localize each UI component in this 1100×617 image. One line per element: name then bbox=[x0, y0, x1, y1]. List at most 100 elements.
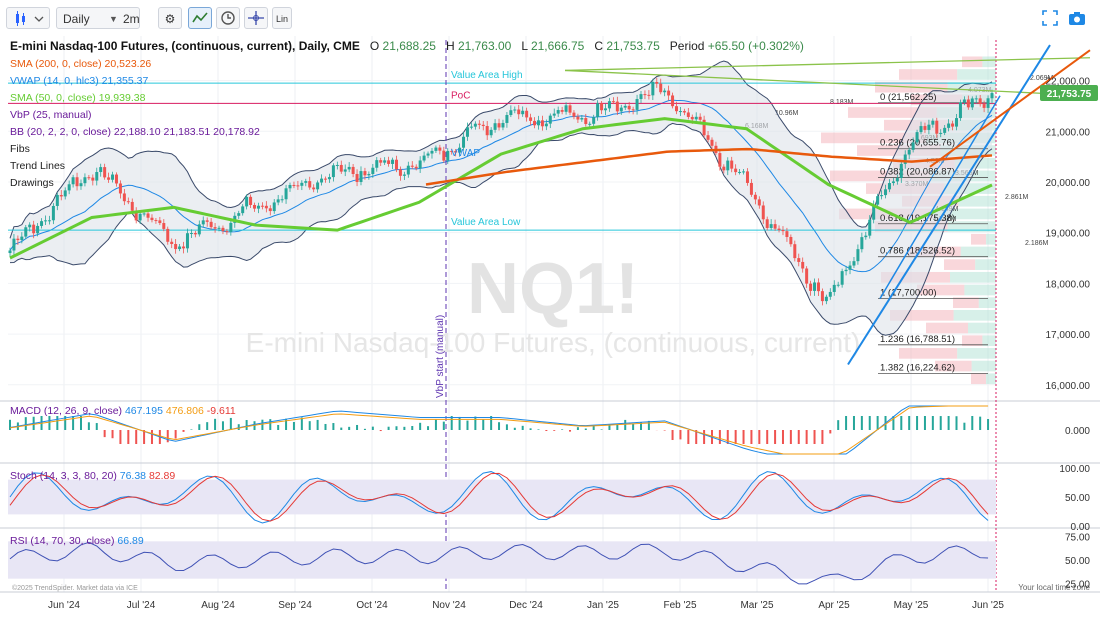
legend-item[interactable]: SMA (50, 0, close) 19,939.38 bbox=[10, 92, 145, 104]
candle-body bbox=[166, 228, 170, 242]
clock-button[interactable] bbox=[216, 7, 240, 29]
candle-body bbox=[974, 98, 978, 100]
candle-body bbox=[927, 124, 931, 130]
candle-body bbox=[458, 147, 462, 153]
candle-body bbox=[556, 110, 560, 114]
open-value: 21,688.25 bbox=[382, 39, 436, 53]
vbp-bar-up bbox=[968, 322, 996, 334]
candle-body bbox=[146, 213, 150, 218]
candle-body bbox=[256, 205, 260, 209]
macd-histogram-bar bbox=[498, 422, 501, 430]
candle-body bbox=[710, 139, 714, 146]
candle-body bbox=[446, 150, 450, 161]
settings-icon: ⚙ bbox=[164, 12, 176, 26]
candle-body bbox=[517, 109, 521, 115]
vbp-label: 10.96M bbox=[775, 110, 799, 117]
fib-label: 1 (17,700.00) bbox=[880, 288, 937, 299]
candle-body bbox=[402, 174, 406, 176]
rsi-label[interactable]: RSI (14, 70, 30, close) 66.89 bbox=[10, 535, 144, 547]
macd-histogram-bar bbox=[285, 418, 288, 430]
candle-body bbox=[678, 111, 682, 113]
legend-item[interactable]: VWAP (14, 0, hlc3) 21,355.37 bbox=[10, 75, 148, 87]
candle-body bbox=[103, 167, 107, 178]
legend-item[interactable]: VbP (25, manual) bbox=[10, 109, 92, 121]
candle-body bbox=[178, 246, 182, 250]
candle-body bbox=[525, 110, 529, 118]
time-axis: Jun '24 Jul '24 Aug '24 Sep '24 Oct '24 Nov '… bbox=[48, 600, 1004, 611]
trend-line-green-lower bbox=[564, 69, 1041, 94]
candle-body bbox=[241, 206, 245, 214]
candle-body bbox=[982, 104, 986, 108]
candle-body bbox=[604, 108, 608, 111]
legend-item[interactable]: BB (20, 2, 2, 0, close) 22,188.10 21,183… bbox=[10, 126, 260, 138]
settings-button[interactable]: ⚙ bbox=[158, 7, 182, 29]
high-value: 21,763.00 bbox=[457, 39, 512, 53]
candle-body bbox=[284, 188, 288, 200]
candle-body bbox=[943, 127, 947, 133]
candle-body bbox=[568, 105, 572, 113]
macd-histogram-bar bbox=[427, 426, 430, 430]
candle-body bbox=[592, 117, 596, 124]
crosshair-button[interactable] bbox=[244, 7, 268, 29]
candle-body bbox=[915, 132, 919, 143]
legend-label: BB (20, 2, 2, 0, close) bbox=[10, 126, 111, 138]
macd-histogram-bar bbox=[182, 430, 185, 432]
legend-item[interactable]: SMA (200, 0, close) 20,523.26 bbox=[10, 58, 151, 70]
candle-body bbox=[28, 224, 32, 228]
rsi-tick-label: 25.00 bbox=[1065, 579, 1090, 590]
macd-histogram-bar bbox=[647, 420, 650, 430]
candle-body bbox=[71, 177, 75, 185]
camera-button[interactable] bbox=[1068, 10, 1086, 26]
macd-histogram-bar bbox=[190, 429, 193, 430]
chart-type-button[interactable] bbox=[6, 7, 50, 29]
candle-body bbox=[91, 177, 95, 181]
macd-histogram-bar bbox=[789, 430, 792, 444]
macd-histogram-bar bbox=[695, 430, 698, 444]
legend-item[interactable]: Trend Lines bbox=[10, 160, 65, 172]
legend-item[interactable]: Fibs bbox=[10, 143, 30, 155]
candle-body bbox=[667, 90, 671, 96]
candle-body bbox=[970, 98, 974, 108]
vbp-bar-up bbox=[964, 284, 996, 296]
macd-label[interactable]: MACD (12, 26, 9, close) 467.195 476.806 … bbox=[10, 405, 236, 417]
interval-select[interactable]: Daily ▼ 2m bbox=[56, 7, 140, 29]
macd-histogram-bar bbox=[64, 416, 67, 430]
x-tick-label: May '25 bbox=[894, 600, 929, 611]
range-label: 2m bbox=[123, 12, 140, 26]
candle-body bbox=[521, 110, 525, 115]
candle-body bbox=[387, 160, 391, 164]
macd-histogram-bar bbox=[56, 416, 59, 430]
candle-body bbox=[769, 224, 773, 228]
candle-body bbox=[572, 112, 576, 117]
candle-body bbox=[430, 150, 434, 154]
fullscreen-button[interactable] bbox=[1042, 10, 1058, 26]
price-axis: 22,000.00 21,000.00 20,000.00 19,000.00 18,0… bbox=[1046, 77, 1091, 392]
vbp-bar-down bbox=[926, 322, 968, 334]
macd-histogram-bar bbox=[513, 427, 516, 430]
candle-body bbox=[540, 120, 544, 127]
candle-body bbox=[122, 193, 126, 202]
macd-histogram-bar bbox=[490, 416, 493, 430]
candle-body bbox=[51, 205, 55, 221]
bb-lower bbox=[9, 122, 993, 336]
vbp-bar-down bbox=[917, 284, 965, 296]
candle-body bbox=[213, 227, 217, 229]
legend-item[interactable]: Drawings bbox=[10, 177, 54, 189]
candle-body bbox=[205, 220, 209, 222]
candle-body bbox=[170, 241, 174, 245]
macd-histogram-bar bbox=[379, 430, 382, 432]
candle-body bbox=[327, 177, 331, 180]
candle-body bbox=[955, 118, 959, 127]
candle-body bbox=[331, 165, 335, 178]
candle-body bbox=[36, 225, 40, 234]
stoch-label[interactable]: Stoch (14, 3, 3, 80, 20) 76.38 82.89 bbox=[10, 470, 175, 482]
macd-histogram-bar bbox=[143, 430, 146, 444]
chevron-down-icon: ▼ bbox=[109, 14, 118, 24]
x-tick-label: Aug '24 bbox=[201, 600, 235, 611]
scale-toggle[interactable]: Lin bbox=[272, 7, 292, 29]
candle-body bbox=[485, 126, 489, 136]
macd-histogram-bar bbox=[48, 416, 51, 430]
indicator-button[interactable] bbox=[188, 7, 212, 29]
fib-label: 1.236 (16,788.51) bbox=[880, 334, 955, 345]
